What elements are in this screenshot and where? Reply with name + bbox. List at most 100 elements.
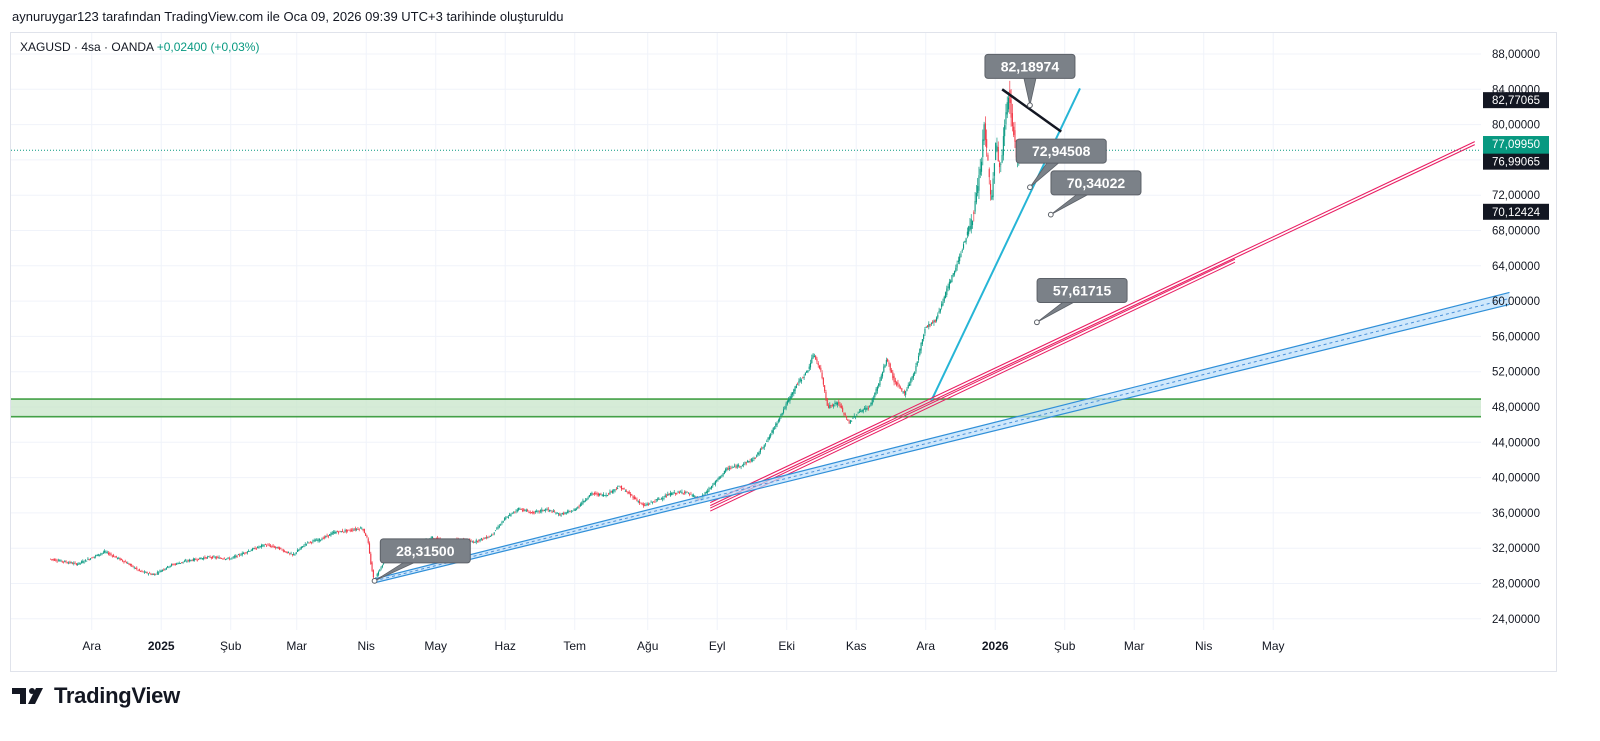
candle-body bbox=[1014, 130, 1016, 142]
candle-body bbox=[204, 557, 206, 559]
price-tick-label: 72,00000 bbox=[1492, 190, 1540, 202]
candle-body bbox=[539, 510, 542, 512]
candle-body bbox=[897, 382, 899, 385]
candle-body bbox=[782, 409, 785, 413]
candle-body bbox=[721, 475, 723, 477]
candle-body bbox=[893, 376, 895, 383]
candle-body bbox=[825, 391, 827, 399]
candle-body bbox=[340, 531, 342, 533]
candle-body bbox=[141, 570, 143, 572]
candle-body bbox=[134, 568, 137, 569]
candle-body bbox=[663, 497, 665, 499]
candle-body bbox=[753, 457, 755, 460]
candle-body bbox=[865, 407, 867, 411]
price-axis: 88,0000084,0000080,0000076,0000072,00000… bbox=[1483, 49, 1549, 626]
candle-body bbox=[911, 376, 913, 380]
candle-body bbox=[908, 383, 911, 386]
candle-body bbox=[993, 163, 995, 176]
candle-body bbox=[692, 495, 695, 497]
candle-body bbox=[568, 511, 570, 512]
candle-body bbox=[250, 550, 252, 552]
candle-body bbox=[494, 530, 497, 532]
candle-body bbox=[1009, 90, 1011, 103]
candle-body bbox=[578, 506, 580, 508]
candle-body bbox=[101, 553, 103, 554]
candle-body bbox=[933, 320, 935, 323]
candle-body bbox=[638, 501, 641, 504]
candle-body bbox=[298, 549, 300, 552]
candle-body bbox=[812, 354, 814, 358]
candle-body bbox=[637, 501, 639, 502]
candle-body bbox=[755, 455, 758, 457]
candle-body bbox=[88, 559, 90, 561]
candle-body bbox=[835, 402, 837, 405]
candle-body bbox=[668, 494, 670, 495]
candle-body bbox=[537, 510, 539, 512]
candle-body bbox=[284, 551, 286, 552]
candle-body bbox=[496, 528, 498, 530]
symbol-info[interactable]: XAGUSD · 4sa · OANDA +0,02400 (+0,03%) bbox=[20, 40, 259, 54]
candle-body bbox=[95, 555, 97, 557]
candle-body bbox=[946, 288, 948, 295]
chart-frame[interactable] bbox=[10, 32, 1557, 672]
price-label-box bbox=[1483, 203, 1549, 220]
candle-body bbox=[154, 574, 156, 576]
candle-body bbox=[746, 461, 749, 463]
candle-body bbox=[152, 574, 155, 575]
candle-body bbox=[817, 363, 819, 366]
candle-body bbox=[833, 404, 835, 407]
candle-body bbox=[590, 493, 592, 496]
candle-body bbox=[69, 561, 71, 564]
candle-body bbox=[939, 308, 941, 312]
candle-body bbox=[749, 461, 751, 462]
candle-body bbox=[79, 562, 81, 564]
candle-body bbox=[487, 537, 489, 539]
candle-body bbox=[881, 372, 884, 377]
candle-body bbox=[870, 403, 872, 406]
candle-body bbox=[381, 565, 383, 567]
blue-channel-mid bbox=[374, 297, 1510, 582]
candle-body bbox=[129, 563, 131, 566]
candle-body bbox=[370, 553, 372, 564]
candle-body bbox=[484, 537, 486, 539]
time-tick-label: Nis bbox=[1195, 639, 1212, 653]
candle-body bbox=[1001, 155, 1003, 163]
candle-body bbox=[960, 253, 962, 258]
candle-body bbox=[910, 378, 912, 384]
candle-body bbox=[569, 510, 571, 512]
candle-body bbox=[943, 296, 945, 302]
candle-body bbox=[647, 503, 650, 505]
candle-body bbox=[478, 540, 480, 542]
candle-body bbox=[593, 492, 596, 495]
candle-body bbox=[838, 401, 840, 404]
candle-body bbox=[353, 529, 355, 531]
candle-body bbox=[587, 497, 589, 500]
callout-box bbox=[379, 538, 471, 564]
candle-body bbox=[186, 561, 188, 562]
candle-body bbox=[961, 250, 963, 252]
candle-body bbox=[717, 478, 719, 481]
candle-body bbox=[169, 565, 171, 567]
candle-body bbox=[847, 419, 849, 421]
candle-body bbox=[845, 416, 848, 418]
candle-body bbox=[596, 493, 598, 495]
candle-body bbox=[830, 405, 832, 407]
candle-body bbox=[987, 154, 989, 161]
candle-body bbox=[116, 557, 119, 559]
candle-body bbox=[87, 558, 89, 560]
candle-body bbox=[329, 534, 331, 536]
candle-body bbox=[188, 559, 191, 562]
candle-body bbox=[55, 559, 57, 561]
time-tick-label: Eyl bbox=[709, 639, 726, 653]
candle-body bbox=[100, 553, 102, 555]
tradingview-logo[interactable]: TradingView bbox=[12, 683, 180, 709]
candle-body bbox=[249, 551, 251, 552]
candle-body bbox=[557, 513, 560, 515]
candle-body bbox=[102, 552, 104, 554]
candle-body bbox=[584, 499, 587, 501]
candle-body bbox=[282, 550, 284, 552]
candle-body bbox=[551, 511, 553, 513]
price-tick-label: 64,00000 bbox=[1492, 261, 1540, 273]
candle-body bbox=[336, 531, 338, 533]
